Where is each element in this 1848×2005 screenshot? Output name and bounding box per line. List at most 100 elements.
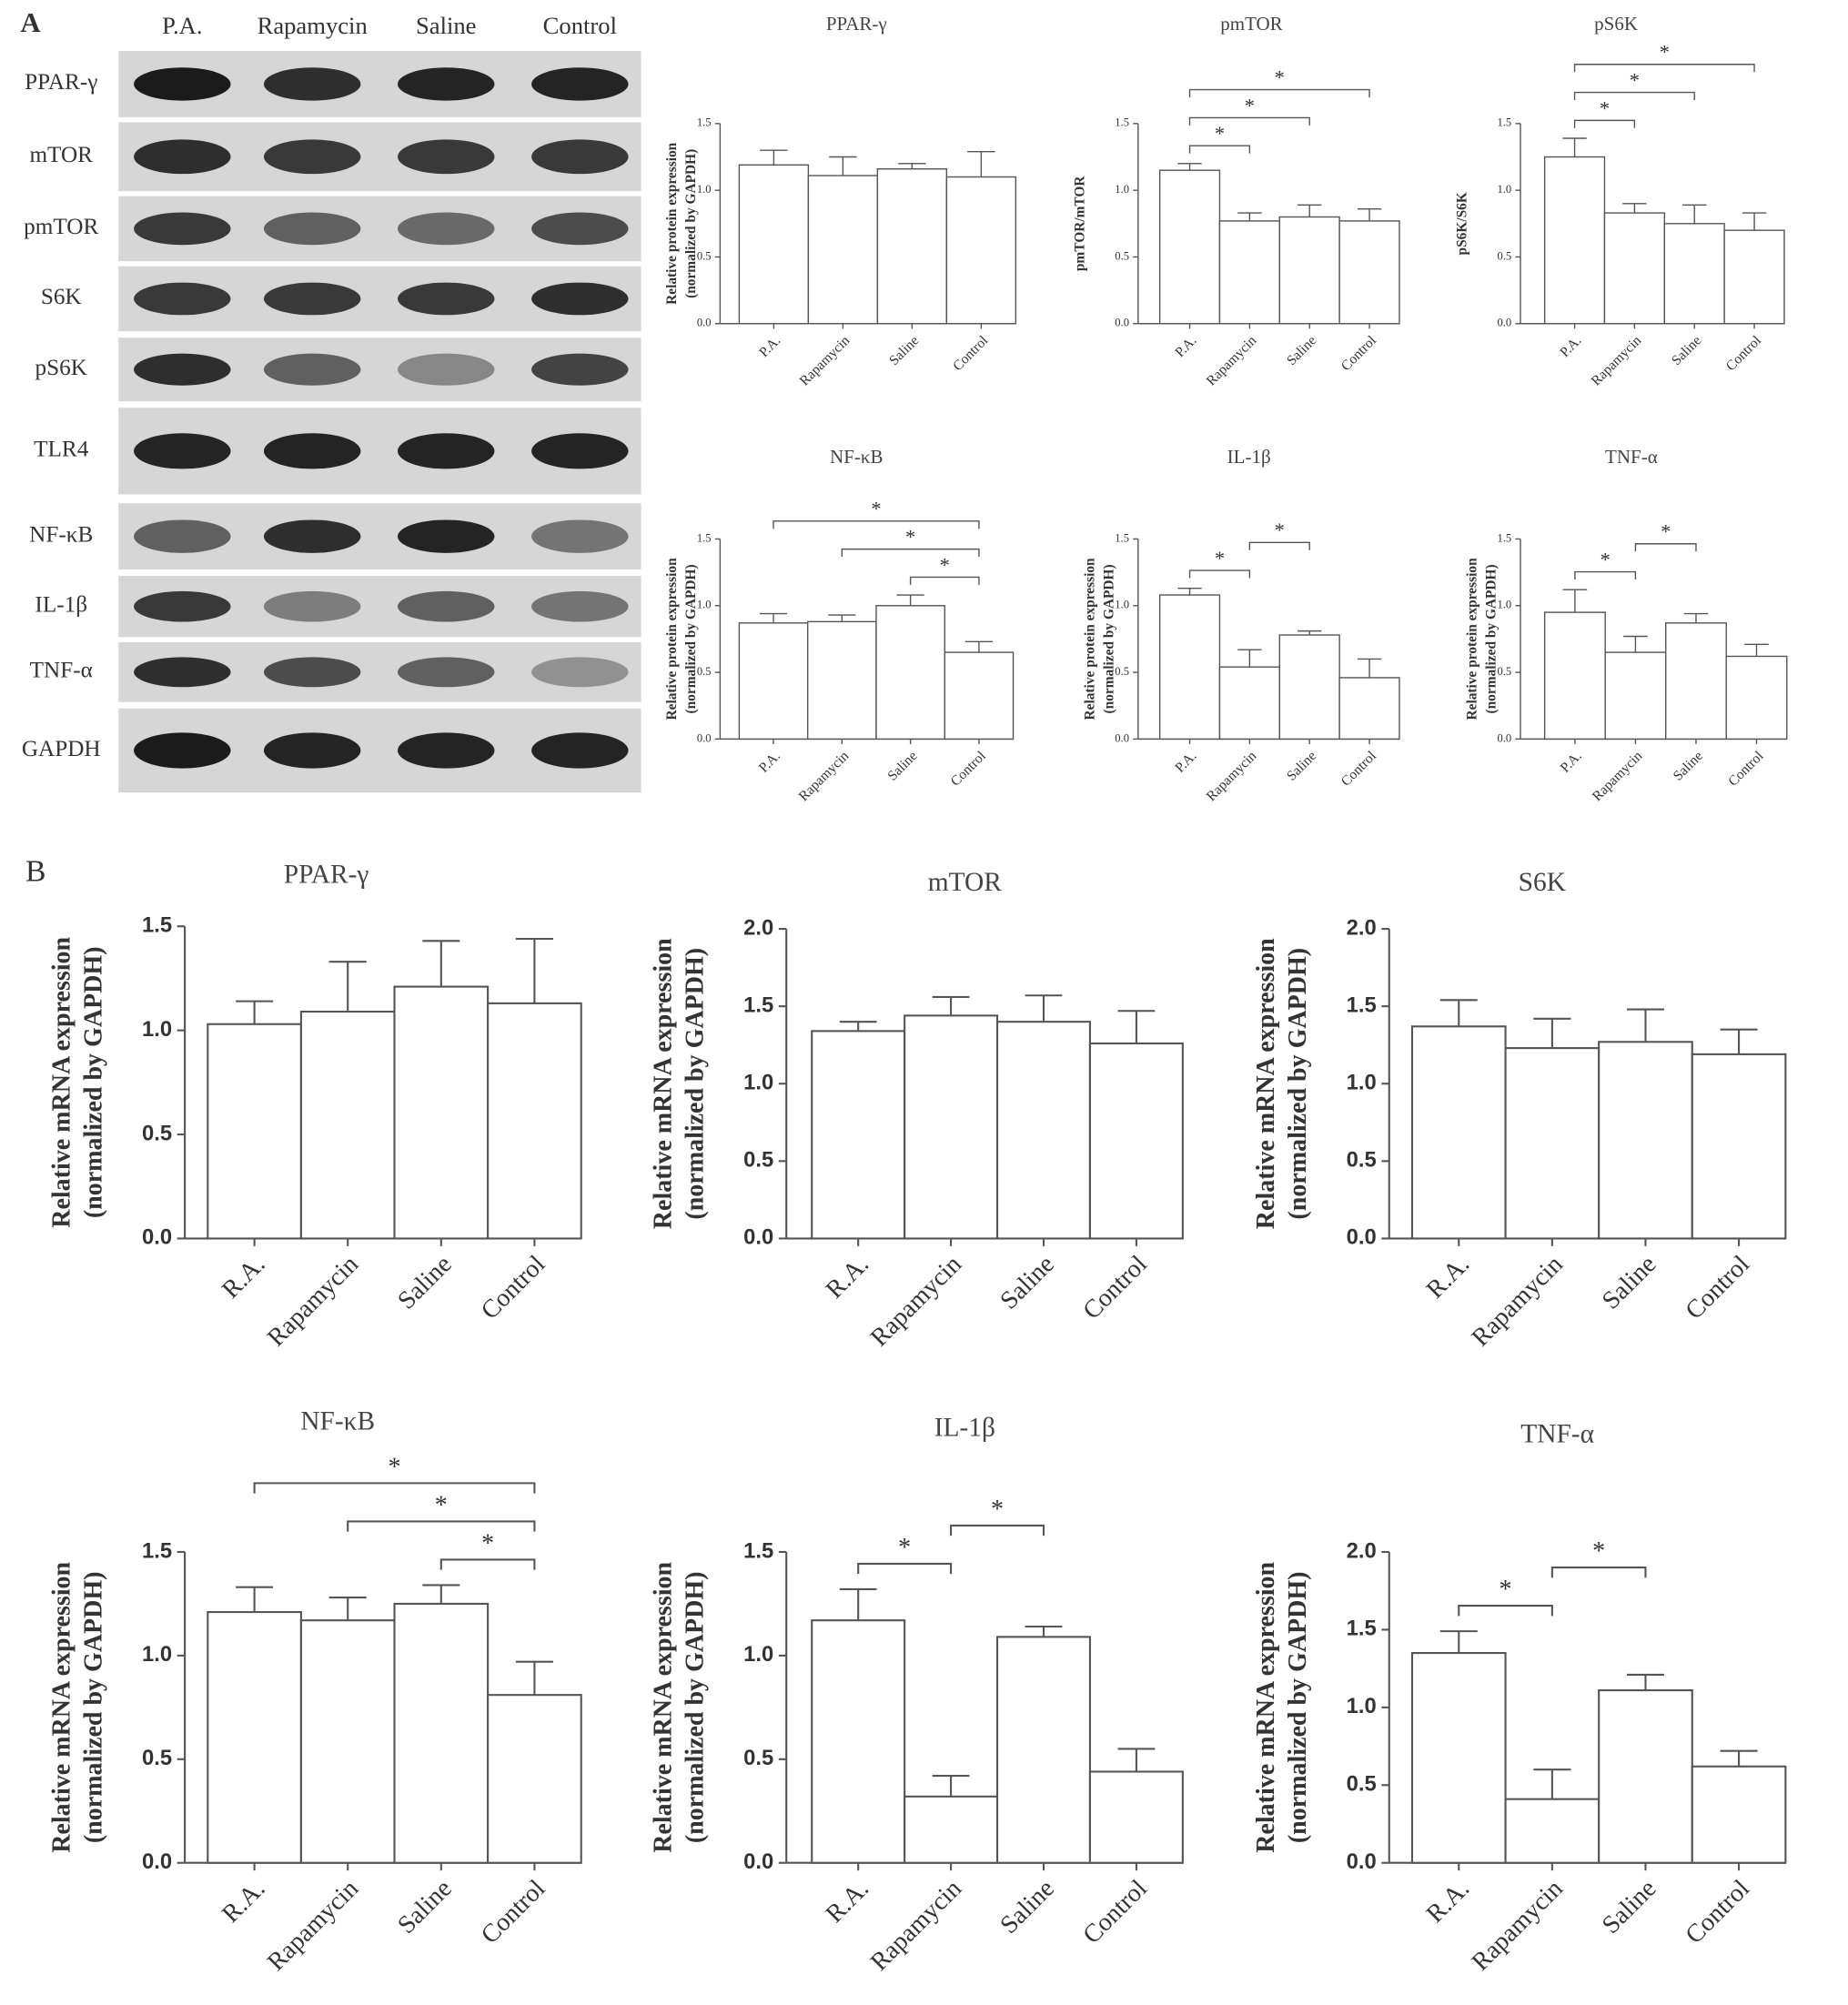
bar bbox=[738, 622, 809, 741]
bar bbox=[1504, 1047, 1601, 1240]
chart-title: PPAR-γ bbox=[284, 860, 369, 889]
y-tick-label: 0.5 bbox=[1497, 249, 1511, 262]
bar bbox=[1598, 1041, 1693, 1240]
y-tick-label: 1.5 bbox=[743, 1538, 773, 1563]
blot-band bbox=[134, 139, 231, 175]
bracket-line bbox=[347, 1520, 536, 1532]
protein-label: TLR4 bbox=[34, 438, 89, 462]
bracket-line bbox=[909, 576, 980, 585]
y-tick-label: 1.0 bbox=[743, 1071, 773, 1095]
significance-bracket: * bbox=[1550, 1537, 1647, 1578]
bar bbox=[876, 168, 948, 325]
y-tick-label: 1.5 bbox=[1347, 992, 1377, 1017]
blot-band bbox=[134, 657, 231, 688]
bar bbox=[1088, 1770, 1184, 1864]
bar bbox=[1691, 1053, 1787, 1240]
y-axis-label: Relative mRNA expression bbox=[47, 1561, 76, 1852]
protein-label: pmTOR bbox=[24, 215, 98, 239]
error-bar bbox=[236, 1586, 274, 1613]
y-tick-label: 0.5 bbox=[697, 249, 712, 262]
error-bar bbox=[515, 937, 553, 1003]
significance-label: * bbox=[1600, 96, 1610, 119]
bar bbox=[207, 1610, 302, 1864]
blot-band bbox=[134, 433, 231, 469]
blot-band bbox=[531, 67, 629, 101]
lane-label: Saline bbox=[416, 12, 477, 39]
y-axis-label: Relative mRNA expression bbox=[650, 938, 678, 1229]
y-tick-label: 1.5 bbox=[1347, 1617, 1377, 1641]
bracket-line bbox=[773, 520, 980, 529]
lane-label: Control bbox=[543, 12, 617, 39]
protein-label: IL-1β bbox=[35, 592, 87, 617]
error-bar bbox=[1025, 1625, 1063, 1637]
error-bar bbox=[760, 149, 788, 166]
y-tick-label: 0.0 bbox=[1115, 731, 1129, 744]
error-bar bbox=[1117, 1010, 1156, 1043]
y-axis-label: pmTOR/mTOR bbox=[1072, 176, 1087, 272]
blot-band bbox=[134, 590, 231, 622]
y-axis-label: (normalized by GAPDH) bbox=[1284, 1572, 1312, 1844]
bracket-line bbox=[1458, 1605, 1553, 1617]
bar bbox=[1691, 1765, 1787, 1864]
y-tick-label: 0.0 bbox=[1347, 1849, 1377, 1874]
significance-bracket: * bbox=[841, 526, 980, 558]
blot-band bbox=[134, 732, 231, 769]
error-bar bbox=[1682, 204, 1707, 224]
bar bbox=[393, 1602, 490, 1864]
y-tick-label: 0.5 bbox=[697, 665, 712, 678]
error-bar bbox=[896, 594, 924, 606]
bar bbox=[487, 1002, 582, 1240]
blot-band bbox=[398, 590, 495, 622]
blot-band bbox=[263, 212, 361, 246]
y-tick-label: 0.0 bbox=[697, 317, 712, 329]
significance-label: * bbox=[435, 1491, 448, 1519]
error-bar bbox=[328, 1597, 367, 1621]
error-bar bbox=[898, 163, 926, 169]
blot-band bbox=[134, 353, 231, 386]
blot-band bbox=[531, 590, 629, 622]
bracket-line bbox=[1248, 541, 1310, 550]
bar bbox=[1278, 634, 1340, 741]
protein-label: mTOR bbox=[29, 143, 93, 167]
error-bar bbox=[839, 1021, 877, 1032]
protein-label: TNF-α bbox=[30, 659, 93, 683]
y-tick-label: 1.0 bbox=[743, 1642, 773, 1667]
error-bar bbox=[1622, 203, 1647, 214]
chart-title: IL-1β bbox=[934, 1413, 995, 1442]
bar bbox=[207, 1023, 302, 1240]
blot-band bbox=[531, 139, 629, 175]
blot-band bbox=[531, 519, 629, 553]
bar bbox=[1543, 611, 1606, 741]
y-axis-label: (normalized by GAPDH) bbox=[79, 1572, 107, 1844]
protein-label: GAPDH bbox=[22, 737, 101, 761]
bracket-line bbox=[1573, 64, 1755, 73]
error-bar bbox=[422, 1584, 460, 1604]
error-bar bbox=[1562, 137, 1587, 157]
chart-title: pmTOR bbox=[1220, 13, 1282, 35]
y-tick-label: 1.5 bbox=[142, 913, 172, 938]
bracket-line bbox=[1188, 145, 1251, 154]
bracket-line bbox=[841, 548, 980, 558]
bar bbox=[1088, 1042, 1184, 1240]
bar bbox=[1218, 220, 1280, 325]
bar bbox=[1338, 220, 1400, 325]
chart-title: IL-1β bbox=[1227, 446, 1271, 468]
bracket-line bbox=[439, 1558, 536, 1570]
y-tick-label: 1.5 bbox=[697, 116, 712, 129]
bracket-line bbox=[1188, 569, 1251, 579]
error-bar bbox=[932, 995, 970, 1016]
y-tick-label: 1.5 bbox=[743, 992, 773, 1017]
bar bbox=[1158, 594, 1221, 741]
bar bbox=[904, 1795, 999, 1864]
significance-label: * bbox=[991, 1496, 1004, 1524]
y-tick-label: 0.0 bbox=[743, 1849, 773, 1874]
blot-band bbox=[263, 519, 361, 553]
bar bbox=[875, 605, 945, 741]
error-bar bbox=[828, 614, 856, 622]
blot-band bbox=[398, 433, 495, 469]
significance-bracket: * bbox=[1248, 519, 1310, 550]
y-tick-label: 1.5 bbox=[697, 531, 712, 544]
y-tick-label: 1.0 bbox=[1115, 599, 1129, 611]
error-bar bbox=[1025, 994, 1063, 1023]
